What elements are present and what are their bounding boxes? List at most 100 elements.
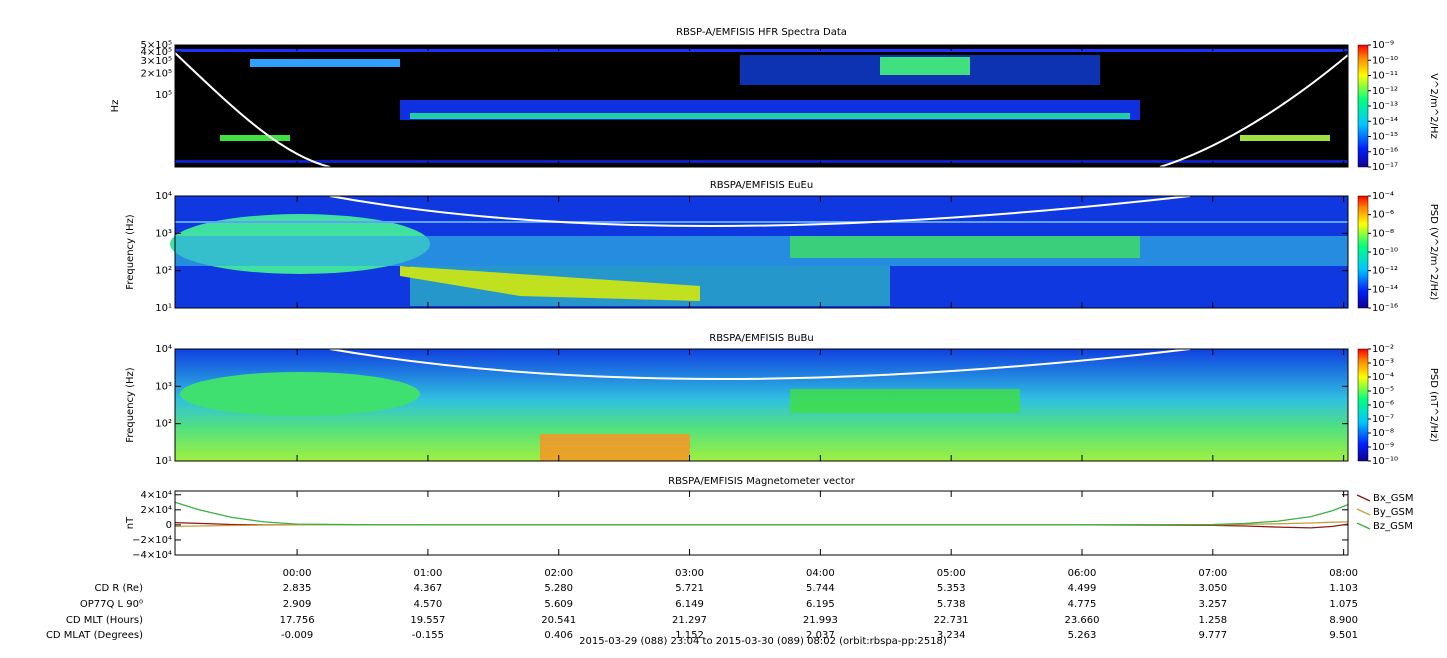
y-axis-label: Frequency (Hz) bbox=[125, 367, 136, 443]
y-tick-label: 3×10⁵ bbox=[141, 56, 172, 67]
spec-band bbox=[220, 135, 290, 141]
colorbar-label: V^2/m^2/Hz bbox=[1428, 73, 1439, 139]
x-tick-label: 07:00 bbox=[1198, 568, 1227, 579]
panel-title: RBSP-A/EMFISIS HFR Spectra Data bbox=[676, 27, 847, 38]
plot-frame bbox=[174, 348, 1349, 462]
ephemeris-label: CD MLT (Hours) bbox=[66, 615, 143, 626]
spec-band bbox=[790, 389, 1020, 413]
legend-label: By_GSM bbox=[1373, 507, 1414, 518]
colorbar-tick-label: 10⁻⁶ bbox=[1372, 400, 1394, 411]
ephemeris-value: 5.744 bbox=[806, 583, 835, 594]
spec-band bbox=[250, 59, 400, 67]
colorbar-label: PSD (nT^2/Hz) bbox=[1428, 368, 1439, 442]
colorbar-tick-label: 10⁻⁹ bbox=[1372, 442, 1394, 453]
colorbar-tick-label: 10⁻¹⁰ bbox=[1372, 456, 1398, 467]
x-tick-label: 01:00 bbox=[414, 568, 443, 579]
ephemeris-value: 5.263 bbox=[1068, 630, 1097, 641]
colorbar-tick-label: 10⁻¹² bbox=[1372, 86, 1398, 97]
legend-swatch bbox=[1356, 494, 1371, 502]
ephemeris-value: 1.152 bbox=[675, 630, 704, 641]
x-tick-label: 04:00 bbox=[806, 568, 835, 579]
spec-band bbox=[175, 49, 1348, 52]
ephemeris-value: -0.009 bbox=[281, 630, 313, 641]
ephemeris-value: 4.775 bbox=[1068, 599, 1097, 610]
ephemeris-value: 21.297 bbox=[672, 615, 707, 626]
colorbar bbox=[1357, 44, 1369, 168]
series-line bbox=[174, 501, 1349, 526]
spec-band bbox=[175, 236, 1348, 266]
y-tick-label: 10⁴ bbox=[155, 191, 172, 202]
y-tick-label: 10² bbox=[155, 419, 172, 430]
gyro-curve bbox=[174, 52, 331, 168]
plot-frame bbox=[174, 44, 1349, 168]
ephemeris-value: 9.777 bbox=[1199, 630, 1228, 641]
colorbar-tick-label: 10⁻¹⁷ bbox=[1372, 162, 1398, 173]
colorbar bbox=[1357, 348, 1369, 462]
colorbar-tick-label: 10⁻¹⁴ bbox=[1372, 116, 1398, 127]
ephemeris-value: 4.367 bbox=[414, 583, 443, 594]
ephemeris-value: 1.258 bbox=[1199, 615, 1228, 626]
spec-blob bbox=[180, 372, 420, 416]
y-tick-label: 10⁴ bbox=[155, 344, 172, 355]
ephemeris-value: 5.738 bbox=[937, 599, 966, 610]
ephemeris-value: 1.103 bbox=[1329, 583, 1358, 594]
colorbar-tick-label: 10⁻⁴ bbox=[1372, 191, 1394, 202]
colorbar-tick-label: 10⁻⁸ bbox=[1372, 228, 1394, 239]
legend-label: Bz_GSM bbox=[1373, 521, 1413, 532]
ephemeris-label: CD MLAT (Degrees) bbox=[46, 630, 143, 641]
colorbar-label: PSD (V^2/m^2/Hz) bbox=[1428, 204, 1439, 301]
y-tick-label: 10³ bbox=[155, 228, 172, 239]
ephemeris-value: 22.731 bbox=[934, 615, 969, 626]
ephemeris-value: 8.900 bbox=[1329, 615, 1358, 626]
colorbar bbox=[1357, 195, 1369, 309]
y-tick-label: 4×10⁵ bbox=[141, 47, 172, 58]
ephemeris-value: 0.406 bbox=[544, 630, 573, 641]
x-tick-label: 02:00 bbox=[544, 568, 573, 579]
ephemeris-value: 17.756 bbox=[280, 615, 315, 626]
colorbar-tick-label: 10⁻¹² bbox=[1372, 266, 1398, 277]
ephemeris-value: 23.660 bbox=[1065, 615, 1100, 626]
colorbar-tick-label: 10⁻¹⁰ bbox=[1372, 55, 1398, 66]
colorbar-tick-label: 10⁻⁴ bbox=[1372, 372, 1394, 383]
colorbar-tick-label: 10⁻³ bbox=[1372, 358, 1394, 369]
plot-frame bbox=[174, 490, 1349, 556]
ephemeris-value: 5.353 bbox=[937, 583, 966, 594]
ephemeris-value: 4.499 bbox=[1068, 583, 1097, 594]
y-tick-label: 10¹ bbox=[155, 456, 172, 467]
ephemeris-value: 20.541 bbox=[541, 615, 576, 626]
panel-title: RBSPA/EMFISIS BuBu bbox=[709, 333, 813, 344]
y-tick-label: 0 bbox=[166, 520, 172, 531]
ephemeris-value: 21.993 bbox=[803, 615, 838, 626]
ephemeris-value: -0.155 bbox=[412, 630, 444, 641]
x-tick-label: 06:00 bbox=[1068, 568, 1097, 579]
colorbar-tick-label: 10⁻¹⁰ bbox=[1372, 247, 1398, 258]
ephemeris-value: 6.149 bbox=[675, 599, 704, 610]
spec-band bbox=[410, 113, 1130, 119]
gyro-curve bbox=[1159, 54, 1349, 168]
y-tick-label: 10² bbox=[155, 266, 172, 277]
y-tick-label: 4×10⁴ bbox=[141, 490, 172, 501]
colorbar-tick-label: 10⁻⁷ bbox=[1372, 414, 1394, 425]
colorbar-tick-label: 10⁻² bbox=[1372, 344, 1394, 355]
ephemeris-value: 5.280 bbox=[544, 583, 573, 594]
legend-swatch bbox=[1356, 508, 1371, 516]
y-tick-label: 2×10⁵ bbox=[141, 69, 172, 80]
spec-band bbox=[175, 221, 1348, 223]
y-tick-label: 10⁵ bbox=[155, 90, 172, 101]
colorbar-tick-label: 10⁻⁸ bbox=[1372, 428, 1394, 439]
colorbar-tick-label: 10⁻¹⁵ bbox=[1372, 132, 1398, 143]
y-tick-label: 5×10⁵ bbox=[141, 40, 172, 51]
y-axis-label: nT bbox=[125, 516, 136, 529]
ephemeris-value: 19.557 bbox=[410, 615, 445, 626]
colorbar-tick-label: 10⁻¹⁴ bbox=[1372, 284, 1398, 295]
ephemeris-value: 5.721 bbox=[675, 583, 704, 594]
footer: 2015-03-29 (088) 23:04 to 2015-03-30 (08… bbox=[579, 636, 947, 647]
colorbar-tick-label: 10⁻¹¹ bbox=[1372, 71, 1398, 82]
ephemeris-value: 3.234 bbox=[937, 630, 966, 641]
gyro-curve bbox=[329, 348, 1191, 380]
ephemeris-value: 3.257 bbox=[1199, 599, 1228, 610]
ephemeris-value: 2.909 bbox=[283, 599, 312, 610]
panel-title: RBSPA/EMFISIS EuEu bbox=[710, 180, 813, 191]
x-tick-label: 08:00 bbox=[1329, 568, 1358, 579]
